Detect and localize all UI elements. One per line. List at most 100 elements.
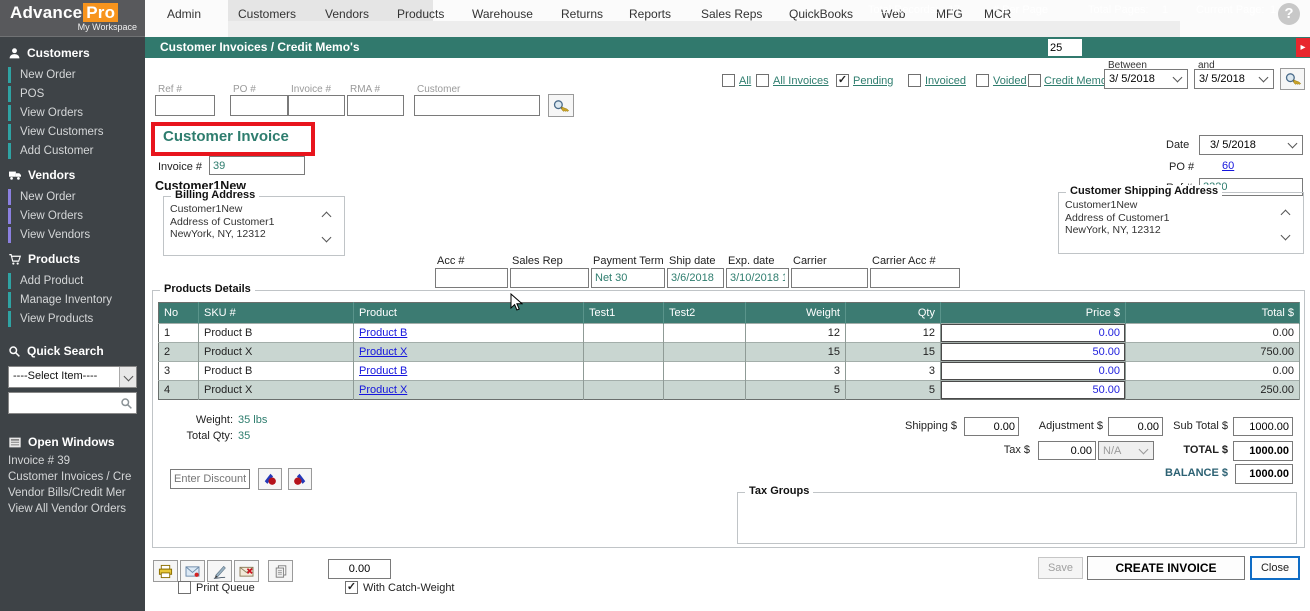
total-input[interactable] [1233,441,1293,461]
tab-admin[interactable]: Admin [167,7,202,21]
sidebar-item-view-vendors[interactable]: View Vendors [8,227,145,243]
quick-search-select[interactable]: ----Select Item---- [8,366,137,388]
invoice-date-picker[interactable]: 3/ 5/2018 [1199,135,1303,155]
adjustment-input[interactable] [1108,417,1163,436]
invoice-no-input[interactable] [209,156,305,175]
product-link[interactable]: Product X [359,346,408,358]
search-icon[interactable] [120,397,133,410]
filter-search-button[interactable] [1280,68,1305,90]
price-input[interactable]: 0.00 [941,324,1125,342]
carrier-acc-input[interactable] [870,268,960,288]
save-button[interactable]: Save [1038,557,1083,579]
print-queue-checkbox[interactable] [178,581,191,594]
chevron-down-icon[interactable] [1172,72,1183,83]
product-link[interactable]: Product X [359,384,408,396]
discount-input[interactable] [170,469,250,489]
filter-checkbox-invoiced[interactable] [908,74,921,87]
search-rma-input[interactable] [347,95,404,116]
create-invoice-button[interactable]: CREATE INVOICE [1087,556,1245,580]
quick-search-input[interactable] [8,392,137,414]
tab-sales-reps[interactable]: Sales Reps [701,7,763,21]
sidebar-item-pos[interactable]: POS [8,86,145,102]
col-sku[interactable]: SKU # [198,302,354,324]
sidebar-item-add-customer[interactable]: Add Customer [8,143,145,159]
date-to-picker[interactable]: 3/ 5/2018 [1194,69,1274,89]
sidebar-item-view-customers[interactable]: View Customers [8,124,145,140]
close-button[interactable]: Close [1250,556,1300,580]
exp-date-input[interactable] [726,268,789,288]
filter-label-credit-memo[interactable]: Credit Memo [1044,75,1107,87]
filter-label-pending[interactable]: Pending [853,75,894,87]
shipping-input[interactable] [964,417,1019,436]
filter-label-voided[interactable]: Voided [993,75,1027,87]
date-from-picker[interactable]: 3/ 5/2018 [1104,69,1188,89]
print-button[interactable] [153,560,178,582]
invoice-search-button[interactable] [548,94,574,117]
balance-input[interactable] [1235,464,1293,484]
product-link[interactable]: Product B [359,327,408,339]
filter-checkbox-all-invoices[interactable] [756,74,769,87]
sidebar-item-add-product[interactable]: Add Product [8,273,145,289]
sidebar-item-view-orders[interactable]: View Orders [8,105,145,121]
po-number-link[interactable]: 60 [1222,160,1235,172]
col-total[interactable]: Total $ [1125,302,1300,324]
per-page-input[interactable] [1048,39,1082,56]
sidebar-item-new-order[interactable]: New Order [8,67,145,83]
tab-web[interactable]: Web [881,7,906,21]
tab-reports[interactable]: Reports [629,7,672,21]
chevron-down-icon[interactable] [1258,72,1269,83]
col-qty[interactable]: Qty [845,302,941,324]
signature-button[interactable] [207,560,232,582]
subtotal-input[interactable] [1233,417,1293,436]
filter-label-all[interactable]: All [739,75,752,87]
col-product[interactable]: Product [353,302,584,324]
open-window-view-all-vendor-orders[interactable]: View All Vendor Orders [8,503,127,515]
col-price[interactable]: Price $ [940,302,1126,324]
open-window-vendor-bills[interactable]: Vendor Bills/Credit Mer [8,487,126,499]
filter-label-all-invoices[interactable]: All Invoices [773,75,829,87]
search-ref-input[interactable] [155,95,215,116]
tax-input[interactable] [1038,441,1096,460]
tab-customers[interactable]: Customers [238,7,297,21]
price-input[interactable]: 0.00 [941,362,1125,380]
apply-discount-button[interactable] [258,468,282,490]
col-no[interactable]: No [158,302,199,324]
price-input[interactable]: 50.00 [941,343,1125,361]
carrier-input[interactable] [791,268,868,288]
open-window-invoice-39[interactable]: Invoice # 39 [8,455,71,467]
sidebar-item-manage-inventory[interactable]: Manage Inventory [8,292,145,308]
acc-input[interactable] [435,268,508,288]
remove-discount-button[interactable] [288,468,312,490]
help-icon[interactable]: ? [1278,3,1300,25]
search-customer-input[interactable] [414,95,540,116]
col-test2[interactable]: Test2 [663,302,746,324]
catch-weight-checkbox[interactable] [345,581,358,594]
tab-vendors[interactable]: Vendors [325,7,370,21]
filter-checkbox-pending[interactable] [836,74,849,87]
open-window-customer-invoices[interactable]: Customer Invoices / Cre [8,471,132,483]
tab-quickbooks[interactable]: QuickBooks [789,7,854,21]
copy-button[interactable] [268,560,293,582]
product-link[interactable]: Product B [359,365,408,377]
ship-date-input[interactable] [667,268,724,288]
col-weight[interactable]: Weight [745,302,846,324]
col-test1[interactable]: Test1 [583,302,664,324]
tab-mfg[interactable]: MFG [936,7,963,21]
price-input[interactable]: 50.00 [941,381,1125,399]
filter-checkbox-credit-memo[interactable] [1028,74,1041,87]
sidebar-item-view-products[interactable]: View Products [8,311,145,327]
filter-checkbox-all[interactable] [722,74,735,87]
page-nav-red-button[interactable]: ▸ [1296,38,1310,57]
tax-group-select[interactable]: N/A [1098,441,1154,460]
chevron-down-icon[interactable] [1287,138,1298,149]
sidebar-item-vendor-new-order[interactable]: New Order [8,189,145,205]
tab-products[interactable]: Products [397,7,445,21]
tab-returns[interactable]: Returns [561,7,604,21]
search-po-input[interactable] [230,95,288,116]
search-invoice-input[interactable] [288,95,345,116]
footer-amount-input[interactable] [328,559,391,579]
sidebar-item-vendor-view-orders[interactable]: View Orders [8,208,145,224]
sales-rep-input[interactable] [510,268,589,288]
email-button[interactable] [180,560,205,582]
void-print-button[interactable] [234,560,259,582]
